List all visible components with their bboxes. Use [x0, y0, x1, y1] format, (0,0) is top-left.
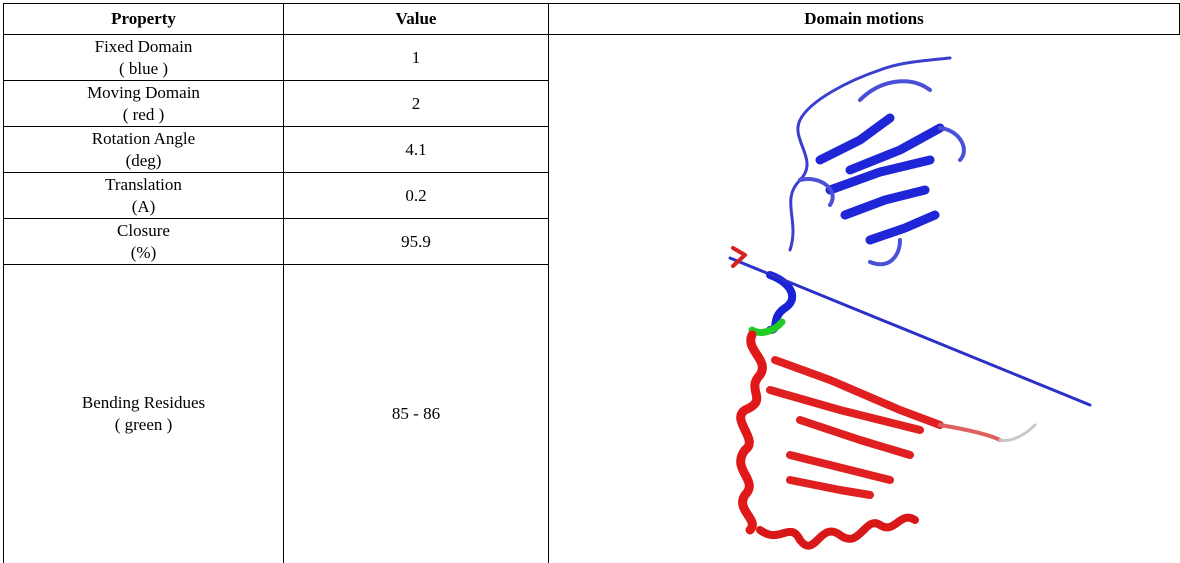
page: Property Value Domain motions Fixed Doma… [0, 0, 1180, 563]
domain-motion-figure [0, 0, 1180, 563]
